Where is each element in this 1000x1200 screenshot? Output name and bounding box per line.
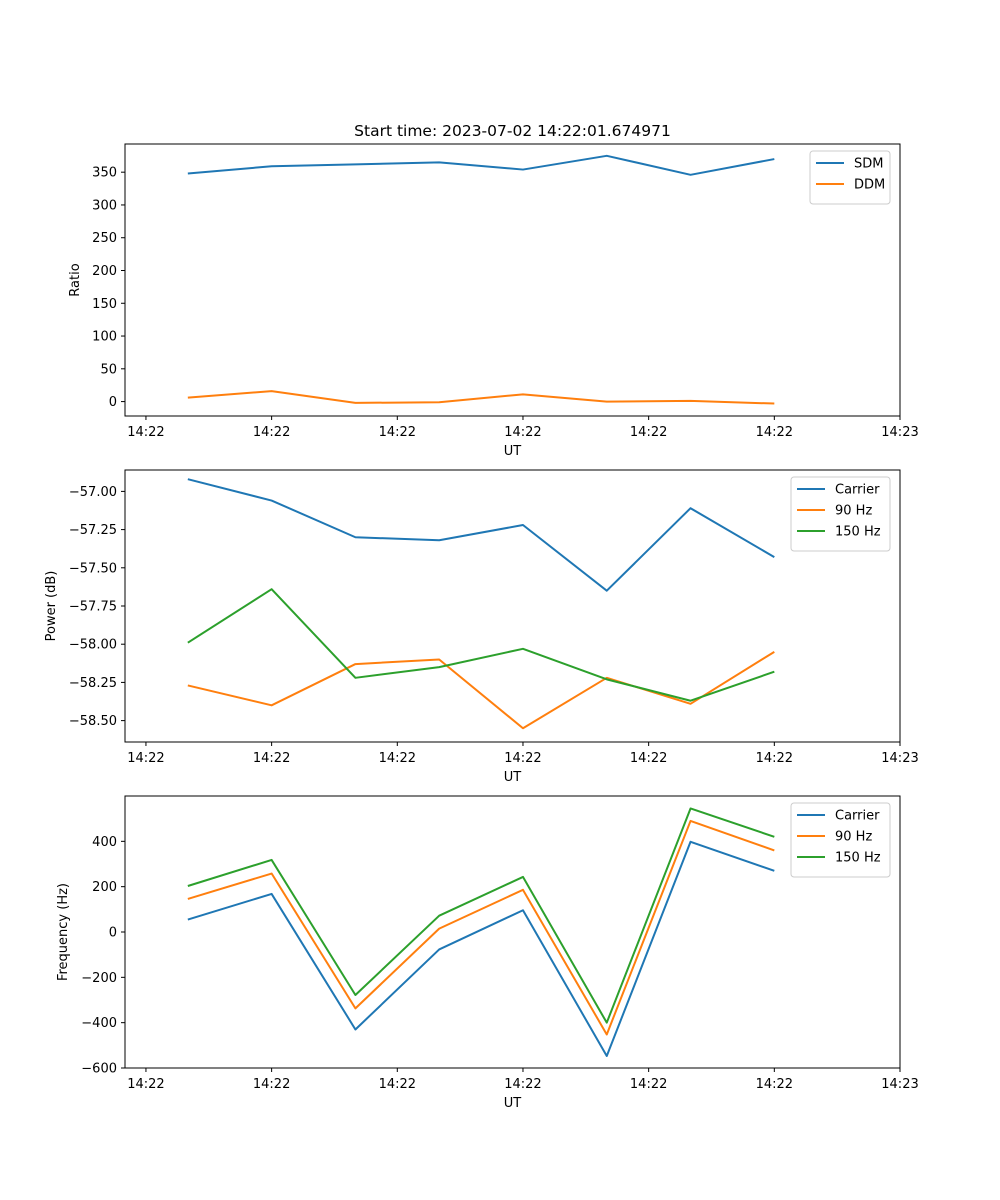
- y-tick-label: −57.25: [69, 523, 117, 538]
- x-tick-label: 14:22: [127, 751, 164, 766]
- legend-label: Carrier: [835, 483, 880, 498]
- y-tick-label: −57.75: [69, 600, 117, 615]
- x-tick-label: 14:22: [756, 1077, 793, 1092]
- chart-panel-1: 14:22 14:22 14:22 14:22 14:22 14:22 14:23 0 50 10…: [68, 122, 919, 459]
- y-tick-label: −57.50: [69, 561, 117, 576]
- x-tick-label: 14:23: [881, 425, 918, 440]
- y-tick-label: −58.50: [69, 714, 117, 729]
- legend-label: DDM: [854, 178, 885, 193]
- legend-label: Carrier: [835, 809, 880, 824]
- x-tick-label: 14:22: [504, 751, 541, 766]
- x-tick-label: 14:22: [253, 425, 290, 440]
- y-tick-label: 0: [109, 926, 117, 941]
- legend-box: [790, 802, 891, 878]
- x-tick-label: 14:22: [630, 1077, 667, 1092]
- y-tick-label: 100: [92, 330, 117, 345]
- y-tick-label: −400: [81, 1016, 117, 1031]
- y-tick-label: −58.00: [69, 638, 117, 653]
- x-tick-label: 14:22: [127, 425, 164, 440]
- legend-box: [790, 476, 891, 552]
- series-line-90-hz: [187, 650, 775, 730]
- legend-label: SDM: [854, 157, 883, 172]
- legend: Carrier 90 Hz 150 Hz: [790, 476, 891, 552]
- x-tick-label: 14:22: [127, 1077, 164, 1092]
- y-tick-label: 300: [92, 198, 117, 213]
- y-tick-label: −58.25: [69, 676, 117, 691]
- legend-label: 90 Hz: [835, 504, 872, 519]
- series-line-150-hz: [187, 588, 775, 702]
- x-tick-label: 14:22: [253, 1077, 290, 1092]
- y-tick-label: 350: [92, 166, 117, 181]
- y-tick-label: −200: [81, 971, 117, 986]
- legend-box: [809, 150, 891, 205]
- y-tick-label: −57.00: [69, 485, 117, 500]
- series-line-carrier: [187, 478, 775, 592]
- y-tick-label: 0: [109, 395, 117, 410]
- series-line-ddm: [187, 390, 775, 405]
- x-axis-label: UT: [504, 770, 522, 785]
- y-tick-label: 400: [92, 835, 117, 850]
- x-tick-label: 14:22: [253, 751, 290, 766]
- legend-label: 90 Hz: [835, 830, 872, 845]
- x-tick-label: 14:22: [379, 425, 416, 440]
- x-tick-label: 14:23: [881, 751, 918, 766]
- chart-title: Start time: 2023-07-02 14:22:01.674971: [354, 122, 671, 140]
- x-tick-label: 14:22: [504, 1077, 541, 1092]
- y-axis-label: Ratio: [68, 263, 83, 296]
- legend: SDM DDM: [809, 150, 891, 205]
- legend-label: 150 Hz: [835, 851, 881, 866]
- axes-frame: [124, 469, 901, 743]
- y-tick-label: 200: [92, 880, 117, 895]
- x-tick-label: 14:22: [379, 1077, 416, 1092]
- y-tick-label: 250: [92, 231, 117, 246]
- x-tick-label: 14:22: [630, 425, 667, 440]
- x-tick-label: 14:22: [504, 425, 541, 440]
- y-tick-label: 50: [100, 362, 117, 377]
- y-tick-label: 150: [92, 297, 117, 312]
- legend-label: 150 Hz: [835, 525, 881, 540]
- x-axis-label: UT: [504, 1096, 522, 1111]
- series-line-carrier: [187, 840, 775, 1057]
- y-axis-label: Power (dB): [44, 571, 59, 642]
- series-line-sdm: [187, 154, 775, 176]
- legend: Carrier 90 Hz 150 Hz: [790, 802, 891, 878]
- series-line-150-hz: [187, 807, 775, 1024]
- y-tick-label: 200: [92, 264, 117, 279]
- x-tick-label: 14:22: [756, 425, 793, 440]
- chart-panel-2: 14:22 14:22 14:22 14:22 14:22 14:22 14:23 −58.5…: [44, 469, 919, 785]
- x-tick-label: 14:22: [379, 751, 416, 766]
- x-axis-label: UT: [504, 444, 522, 459]
- y-tick-label: −600: [81, 1062, 117, 1077]
- series-line-90-hz: [187, 819, 775, 1036]
- x-tick-label: 14:22: [756, 751, 793, 766]
- chart-panel-3: 14:22 14:22 14:22 14:22 14:22 14:22 14:23 −600 −…: [56, 795, 919, 1111]
- axes-frame: [124, 143, 901, 417]
- x-tick-label: 14:23: [881, 1077, 918, 1092]
- y-axis-label: Frequency (Hz): [56, 883, 71, 981]
- axes-frame: [124, 795, 901, 1069]
- x-tick-label: 14:22: [630, 751, 667, 766]
